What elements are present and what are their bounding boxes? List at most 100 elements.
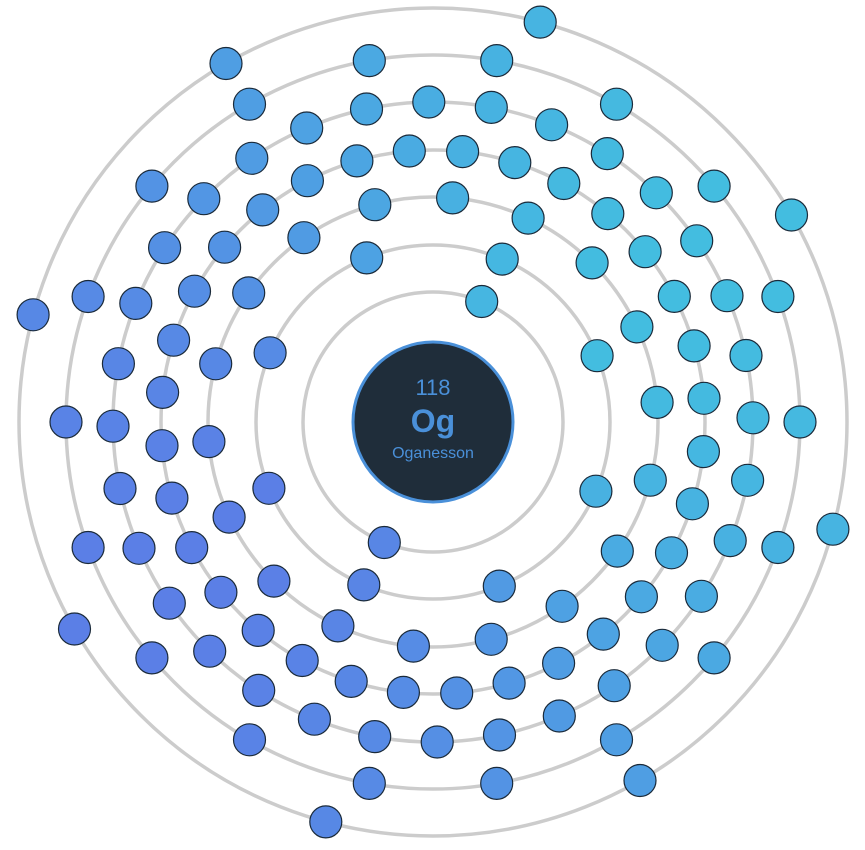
electron — [175, 530, 209, 565]
electron — [285, 643, 319, 678]
electron — [367, 525, 401, 560]
electrons — [16, 5, 850, 839]
electron — [713, 523, 747, 558]
electron — [71, 530, 105, 565]
electron — [579, 474, 613, 508]
electron — [545, 589, 579, 623]
electron — [412, 85, 446, 119]
electron — [358, 188, 392, 222]
electron — [241, 613, 275, 648]
electron — [511, 201, 545, 235]
electron — [290, 111, 324, 145]
electron — [645, 628, 679, 662]
electron — [350, 241, 384, 275]
electron — [686, 435, 721, 469]
electron — [542, 699, 576, 733]
electron — [290, 164, 324, 198]
electron — [620, 310, 654, 344]
electron — [252, 471, 286, 505]
electron — [590, 137, 624, 171]
electron — [440, 676, 474, 710]
electron — [253, 336, 287, 370]
nucleus-circle — [351, 340, 515, 504]
electron — [730, 463, 765, 497]
electron — [640, 385, 674, 419]
electron — [155, 481, 189, 515]
electron — [232, 276, 266, 310]
electron — [482, 569, 516, 603]
electron — [480, 43, 514, 78]
electron — [192, 425, 226, 459]
electron — [624, 580, 659, 614]
electron — [474, 622, 508, 656]
electron — [232, 87, 267, 121]
electron — [232, 723, 267, 757]
electron — [349, 92, 384, 126]
nucleus: 118 Og Oganesson — [351, 340, 515, 504]
electron — [474, 90, 508, 125]
electron — [492, 666, 526, 700]
electron — [729, 338, 763, 373]
electron — [49, 405, 83, 439]
electron — [599, 87, 634, 121]
electron — [482, 718, 517, 752]
electron — [96, 409, 130, 443]
electron — [309, 805, 343, 839]
electron — [235, 141, 269, 175]
electron — [600, 534, 634, 568]
electron — [654, 536, 689, 570]
element-symbol: Og — [411, 403, 455, 439]
electron — [208, 230, 242, 264]
shell-3 — [206, 195, 660, 649]
element-name: Oganesson — [392, 445, 474, 462]
electron — [71, 279, 105, 314]
electron — [242, 673, 276, 708]
electron — [697, 169, 731, 203]
electron — [639, 176, 673, 210]
electron — [135, 641, 169, 675]
electron — [710, 279, 744, 313]
electron — [209, 46, 243, 81]
electron — [352, 766, 386, 801]
atomic-number: 118 — [415, 375, 450, 400]
shell-1 — [301, 290, 565, 554]
electron — [246, 193, 280, 227]
shell-4 — [159, 148, 707, 696]
electron — [697, 641, 731, 675]
electron — [633, 463, 667, 497]
electron — [580, 339, 614, 373]
electron — [575, 246, 609, 280]
electron — [145, 429, 179, 463]
electron — [623, 763, 657, 798]
electron — [204, 575, 238, 609]
electron — [498, 146, 532, 180]
electron — [541, 646, 576, 680]
electron — [334, 664, 368, 699]
shell-2 — [254, 243, 612, 601]
electron — [257, 564, 291, 598]
shell-7 — [17, 6, 849, 838]
electron — [347, 568, 381, 602]
electron — [212, 500, 246, 534]
electron — [396, 629, 430, 663]
electron — [523, 5, 557, 39]
electron — [736, 401, 770, 435]
electron — [591, 197, 625, 231]
electron — [16, 298, 50, 332]
electron — [135, 169, 169, 203]
electron — [287, 221, 321, 255]
electron — [122, 531, 156, 565]
electron — [146, 375, 180, 409]
electron — [152, 586, 186, 620]
electron — [358, 719, 392, 754]
electron — [761, 279, 795, 314]
electron — [675, 487, 710, 521]
electron — [57, 612, 92, 646]
electron — [680, 224, 714, 258]
electron — [599, 723, 634, 757]
electron — [480, 766, 514, 801]
electron — [677, 329, 711, 363]
electron — [687, 381, 721, 415]
electron — [534, 108, 569, 142]
